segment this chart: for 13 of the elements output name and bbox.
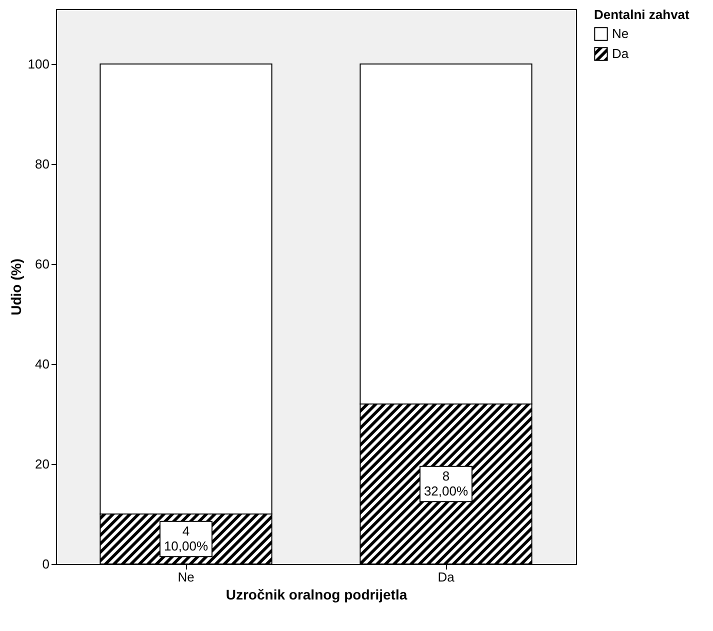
- y-tick-label: 0: [42, 556, 50, 572]
- data-label: 4 10,00%: [164, 524, 208, 554]
- y-tick-label: 20: [35, 456, 50, 472]
- y-tick-label: 40: [35, 356, 50, 372]
- y-axis-title: Udio (%): [8, 258, 24, 316]
- y-tick-label: 60: [35, 256, 50, 272]
- legend-label: Ne: [612, 26, 629, 41]
- x-axis-title: Uzročnik oralnog podrijetla: [226, 586, 408, 602]
- y-tick-label: 100: [28, 56, 50, 72]
- y-tick-label: 80: [35, 156, 50, 172]
- legend-title: Dentalni zahvat: [594, 7, 690, 22]
- data-label: 8 32,00%: [424, 468, 468, 498]
- legend-label: Da: [612, 46, 630, 61]
